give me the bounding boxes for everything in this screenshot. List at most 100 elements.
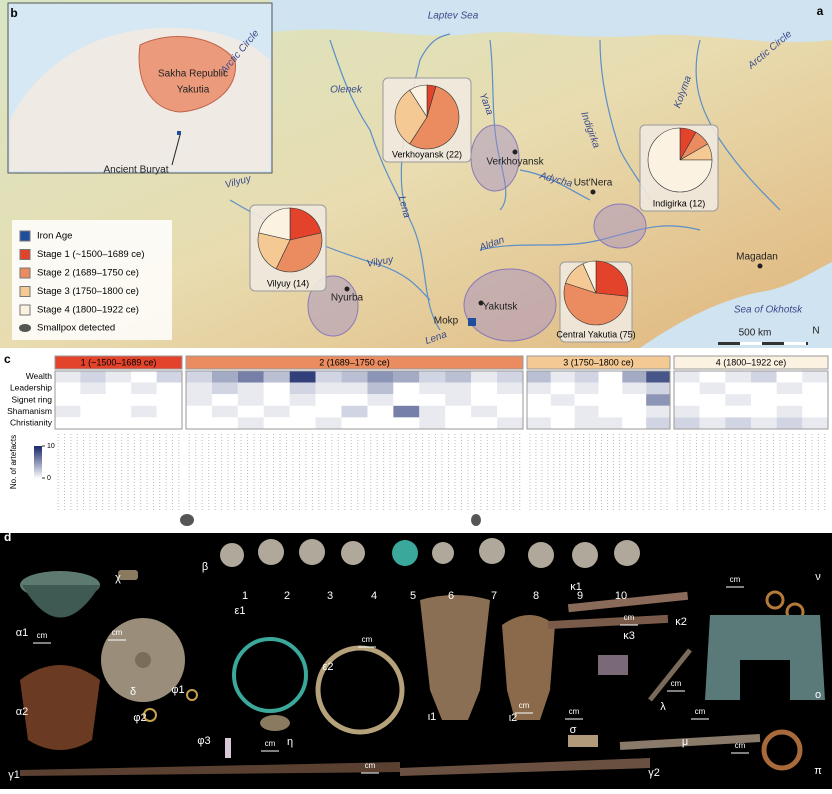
pie-wedge xyxy=(289,207,322,241)
sea-okhotsk xyxy=(640,262,832,348)
legend-swatch xyxy=(19,286,31,297)
colorbar-step xyxy=(34,446,42,449)
heat-cell xyxy=(622,382,647,395)
heat-cell xyxy=(802,394,828,406)
scale-label: cm xyxy=(735,741,746,750)
stage-frame xyxy=(673,370,829,430)
artefact-label: σ xyxy=(570,724,577,736)
heat-cell xyxy=(315,371,342,383)
artefact-label: η xyxy=(287,736,293,748)
pie-label: Indigirka (12) xyxy=(653,198,706,208)
heat-cell xyxy=(497,405,523,418)
artefact-label: φ2 xyxy=(133,712,146,724)
heat-cell xyxy=(131,417,157,429)
heat-cell xyxy=(419,394,446,406)
artefact-label: μ xyxy=(682,736,688,748)
heat-cell xyxy=(776,417,803,429)
heat-cell xyxy=(574,405,599,418)
heat-cell xyxy=(367,382,394,395)
artefact-label: γ1 xyxy=(8,769,20,781)
place-label: Yakutsk xyxy=(483,302,519,313)
heat-cell xyxy=(156,371,182,383)
artefact-label: κ2 xyxy=(675,616,687,628)
panel-label: b xyxy=(10,6,17,20)
colorbar-step xyxy=(34,472,42,475)
legend-label: Iron Age xyxy=(37,231,72,242)
pie-wedge xyxy=(409,85,460,150)
heat-cell xyxy=(751,382,777,395)
inset-label: Sakha Republic xyxy=(158,69,228,80)
heat-cell xyxy=(237,405,264,418)
heat-cell xyxy=(550,394,575,406)
heat-cell xyxy=(263,405,290,418)
heat-cell xyxy=(80,394,106,406)
colorbar-step xyxy=(34,470,42,473)
heat-cell xyxy=(622,394,647,406)
heat-cell xyxy=(156,417,182,429)
colorbar-step xyxy=(34,448,42,451)
legend-label: Stage 1 (~1500–1689 ce) xyxy=(37,249,145,260)
heat-cell xyxy=(802,417,828,429)
stage-header xyxy=(185,355,524,370)
heat-cell xyxy=(237,417,264,429)
artefact-label: ε1 xyxy=(234,605,245,617)
heat-cell xyxy=(699,405,726,418)
artefact-label: φ3 xyxy=(197,735,210,747)
town-dot xyxy=(344,286,350,292)
artefact-label: 4 xyxy=(371,590,377,602)
heat-cell xyxy=(622,417,647,429)
heat-cell xyxy=(105,417,132,429)
heat-cell xyxy=(289,417,316,429)
heat-cell xyxy=(341,382,368,395)
heat-cell xyxy=(55,405,81,418)
heat-cell xyxy=(646,382,670,395)
heat-cell xyxy=(341,371,368,383)
smallpox-icon xyxy=(19,324,31,332)
scale-label: cm xyxy=(37,631,48,640)
legend-swatch xyxy=(19,249,31,260)
heat-cell xyxy=(776,371,803,383)
artefact-label: δ xyxy=(130,686,136,698)
pie-wedge xyxy=(258,207,291,241)
heat-cell xyxy=(211,371,238,383)
heat-cell xyxy=(598,371,623,383)
scale-label: cm xyxy=(624,613,635,622)
artefact-label: ο xyxy=(815,689,821,701)
scale-label: cm xyxy=(112,628,123,637)
heat-cell xyxy=(156,382,182,395)
inset-map xyxy=(7,2,273,174)
heat-cell xyxy=(367,405,394,418)
heat-cell xyxy=(751,405,777,418)
legend-swatch xyxy=(19,230,31,242)
place-label: Magadan xyxy=(736,252,778,263)
heat-cell xyxy=(646,417,670,429)
heat-cell xyxy=(445,371,472,383)
heat-cell xyxy=(550,417,575,429)
heat-cell xyxy=(131,394,157,406)
heat-cell xyxy=(419,417,446,429)
heat-cell xyxy=(598,394,623,406)
heat-cell xyxy=(131,405,157,418)
scale-label: cm xyxy=(519,701,530,710)
heat-cell xyxy=(598,405,623,418)
heat-cell xyxy=(674,382,700,395)
artefact-label: 2 xyxy=(284,590,290,602)
legend-box xyxy=(12,220,172,340)
heat-cell xyxy=(393,371,420,383)
heat-cell xyxy=(550,382,575,395)
town-dot xyxy=(757,263,763,269)
stage-header xyxy=(526,355,671,370)
heat-cell xyxy=(751,371,777,383)
artefact-label: 10 xyxy=(615,590,627,602)
heat-cell xyxy=(622,371,647,383)
heat-cell xyxy=(393,394,420,406)
panel-label: a xyxy=(817,4,824,18)
artefact-label: κ3 xyxy=(623,630,635,642)
heat-cell xyxy=(263,382,290,395)
heat-cell xyxy=(80,371,106,383)
heat-cell xyxy=(156,405,182,418)
heat-cell xyxy=(289,382,316,395)
heat-cell xyxy=(211,382,238,395)
